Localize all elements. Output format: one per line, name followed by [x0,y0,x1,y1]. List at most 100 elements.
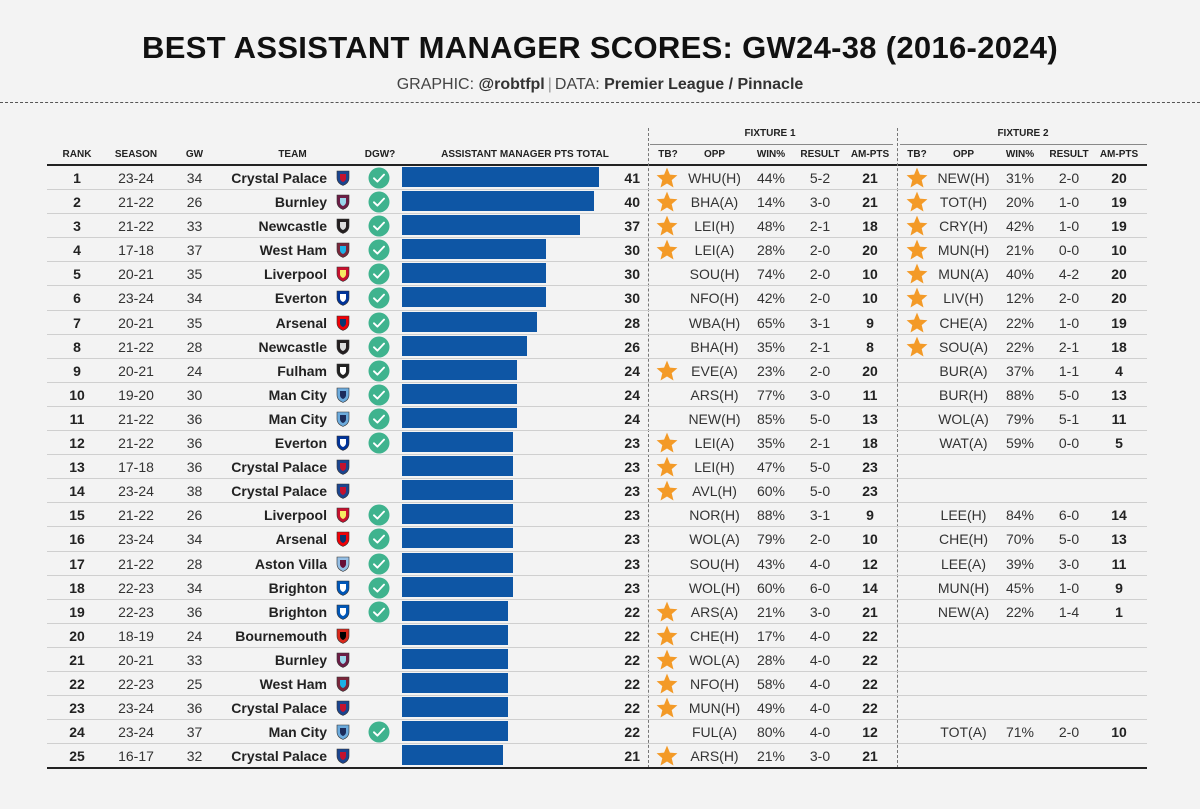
f2-result: 0-0 [1058,435,1080,452]
team-name: Crystal Palace [231,700,327,717]
team-crest-icon [333,262,353,286]
check-icon [368,384,390,406]
f1-result: 4-0 [809,555,831,572]
rank-value: 10 [69,386,85,403]
table-row: 6 23-24 34 Everton 30 NFO(H) 42% 2-0 10 LIV(H) 12%… [47,286,1147,311]
f1-am-pts: 9 [866,507,874,524]
f1-am-pts: 21 [862,170,878,186]
dgw-cell [363,238,395,262]
check-icon [368,577,390,599]
f1-am-pts: 22 [862,675,878,692]
check-icon [368,360,390,382]
f1-am-pts: 20 [862,362,878,379]
am-pts-bar [402,504,513,525]
f1-opp: WOL(A) [689,531,740,548]
check-icon [368,312,390,334]
f1-win: 60% [756,483,786,500]
dgw-cell [363,407,395,431]
am-pts-bar [402,311,537,332]
season-value: 21-22 [118,338,154,355]
rank-value: 17 [69,555,85,572]
f2-am-pts: 10 [1111,242,1127,259]
table-row: 14 23-24 38 Crystal Palace 23 AVL(H) 60% 5-0 23 [47,479,1147,504]
gw-value: 28 [186,338,203,355]
f1-opp: WBA(H) [688,314,741,331]
star-icon [654,166,680,190]
am-pts-bar [402,215,580,236]
am-pts-bar [402,624,508,645]
f2-opp: CHE(H) [939,531,988,548]
team-crest-icon [333,407,353,431]
f1-opp: WOL(H) [688,579,741,596]
check-icon [368,408,390,430]
f1-am-pts: 18 [862,435,878,452]
bar-cell [402,720,602,744]
f1-am-pts: 10 [862,531,878,548]
am-pts-bar [402,432,513,453]
col-f1-win: WIN% [756,149,786,160]
rank-value: 8 [73,338,81,355]
am-pts-bar [402,745,503,766]
f2-win: 22% [1005,603,1035,620]
f1-opp: WOL(A) [689,651,740,668]
am-pts-total: 41 [624,170,640,186]
gw-value: 36 [186,459,203,476]
am-pts-bar [402,721,508,742]
rank-value: 1 [73,170,81,186]
f2-opp: BUR(H) [939,386,988,403]
f1-am-pts: 23 [862,459,878,476]
team-crest-icon [333,238,353,262]
fixture2-divider [897,128,898,768]
table-row: 11 21-22 36 Man City 24 NEW(H) 85% 5-0 13 WOL(A) 7… [47,407,1147,432]
bar-cell [402,190,602,214]
am-pts-total: 22 [624,651,640,668]
am-pts-total: 22 [624,627,640,644]
am-pts-total: 28 [624,314,640,331]
team-name: West Ham [259,675,327,692]
f1-am-pts: 18 [862,218,878,235]
f2-opp: SOU(A) [939,338,988,355]
f1-win: 80% [756,724,786,741]
am-pts-total: 40 [624,194,640,211]
team-name: Everton [274,435,327,452]
f1-win: 14% [756,194,786,211]
am-pts-bar [402,407,517,428]
am-pts-total: 23 [624,483,640,500]
f1-opp: LEI(H) [694,218,735,235]
dgw-cell [363,431,395,455]
rank-value: 16 [69,531,85,548]
f1-opp: LEI(A) [694,242,735,259]
star-icon [654,672,680,696]
rank-value: 21 [69,651,85,668]
rank-value: 2 [73,194,81,211]
f2-am-pts: 11 [1111,410,1127,427]
f1-opp: LEI(A) [694,435,735,452]
bar-cell [402,696,602,720]
am-pts-bar [402,456,513,477]
f1-win: 58% [756,675,786,692]
am-pts-bar [402,600,508,621]
check-icon [368,504,390,526]
f1-am-pts: 20 [862,242,878,259]
f2-opp: NEW(A) [937,603,990,620]
am-pts-total: 30 [624,290,640,307]
rank-value: 3 [73,218,81,235]
bar-cell [402,286,602,310]
season-value: 23-24 [118,290,154,307]
star-icon [904,286,930,310]
dgw-cell [363,286,395,310]
table-row: 10 19-20 30 Man City 24 ARS(H) 77% 3-0 11 BUR(H) 8… [47,383,1147,407]
f1-result: 2-0 [809,362,831,379]
f2-result: 3-0 [1058,555,1080,572]
f1-result: 4-0 [809,651,831,668]
season-value: 20-21 [118,314,154,331]
gw-value: 25 [186,675,203,692]
star-icon [654,600,680,624]
star-icon [904,335,930,359]
star-icon [904,214,930,238]
am-pts-total: 23 [624,435,640,452]
season-value: 17-18 [118,459,154,476]
f1-win: 21% [756,748,786,765]
f2-opp: NEW(H) [937,170,990,186]
f1-am-pts: 13 [862,410,878,427]
